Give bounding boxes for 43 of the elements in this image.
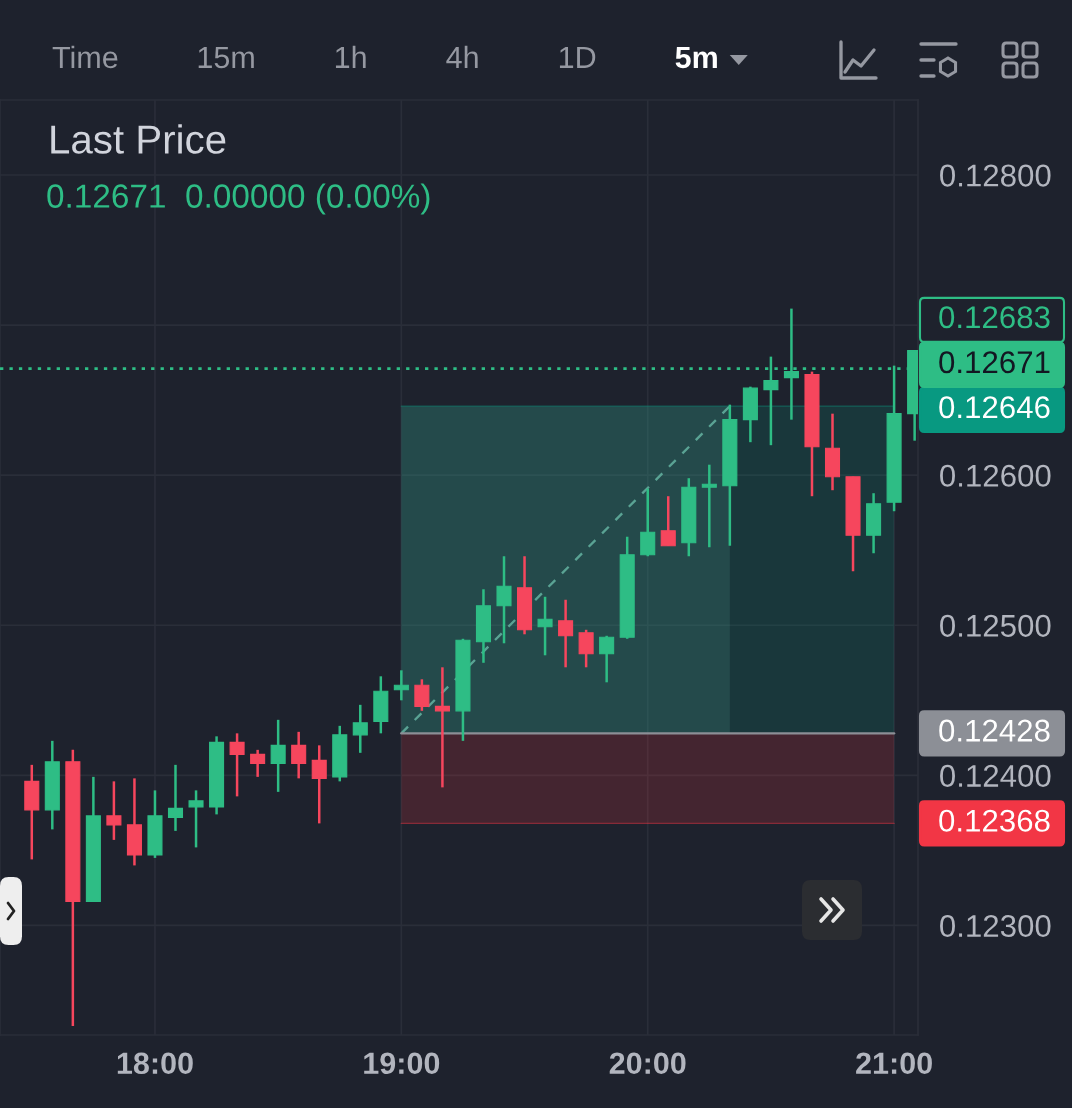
y-tick-label: 0.12800 xyxy=(940,164,1051,187)
y-tick-label: 0.12400 xyxy=(940,764,1051,787)
text: 15m xyxy=(198,46,254,69)
candlestick xyxy=(640,487,656,558)
x-tick-label: 19:00 xyxy=(364,1052,440,1075)
candlestick xyxy=(578,628,594,669)
candlestick xyxy=(188,789,204,849)
text: 1h xyxy=(335,45,366,68)
y-tick-label: 0.12300 xyxy=(940,914,1051,938)
x-tick-label: 18:00 xyxy=(117,1052,193,1075)
data-label: 0.12646 xyxy=(939,396,1050,419)
text: Time xyxy=(52,45,118,69)
candlestick xyxy=(434,666,450,789)
candlestick xyxy=(701,463,717,549)
candlestick xyxy=(414,678,430,713)
candlestick xyxy=(106,780,122,842)
x-tick-label: 20:00 xyxy=(609,1052,686,1075)
candlestick xyxy=(167,763,184,833)
candlestick xyxy=(352,703,368,755)
candlestick xyxy=(291,730,307,780)
text: 1D xyxy=(559,46,596,68)
candlestick xyxy=(496,554,512,645)
candlestick xyxy=(763,355,779,447)
x-tick-label: 21:00 xyxy=(856,1052,932,1075)
chart-title: Last Price xyxy=(51,124,226,154)
candlestick xyxy=(537,595,553,657)
candlestick xyxy=(270,718,286,794)
candlestick xyxy=(558,598,574,669)
candlestick xyxy=(660,494,676,547)
candlestick xyxy=(250,748,266,779)
data-label: 0.12428 xyxy=(939,719,1050,742)
data-label: 0.12368 xyxy=(939,809,1050,832)
candlestick xyxy=(311,744,327,825)
y-tick-label: 0.12600 xyxy=(940,464,1051,487)
candlestick xyxy=(229,732,245,798)
text: 0.12671 0.00000 (0.00%) xyxy=(47,183,430,215)
ref-line-label: 0.12671 xyxy=(939,351,1050,374)
text: 0.12683 xyxy=(939,306,1050,329)
candlestick xyxy=(599,634,615,684)
text: 4h xyxy=(446,45,478,68)
candlestick xyxy=(393,669,409,702)
y-tick-label: 0.12500 xyxy=(940,614,1051,637)
text: 5m xyxy=(675,46,717,69)
